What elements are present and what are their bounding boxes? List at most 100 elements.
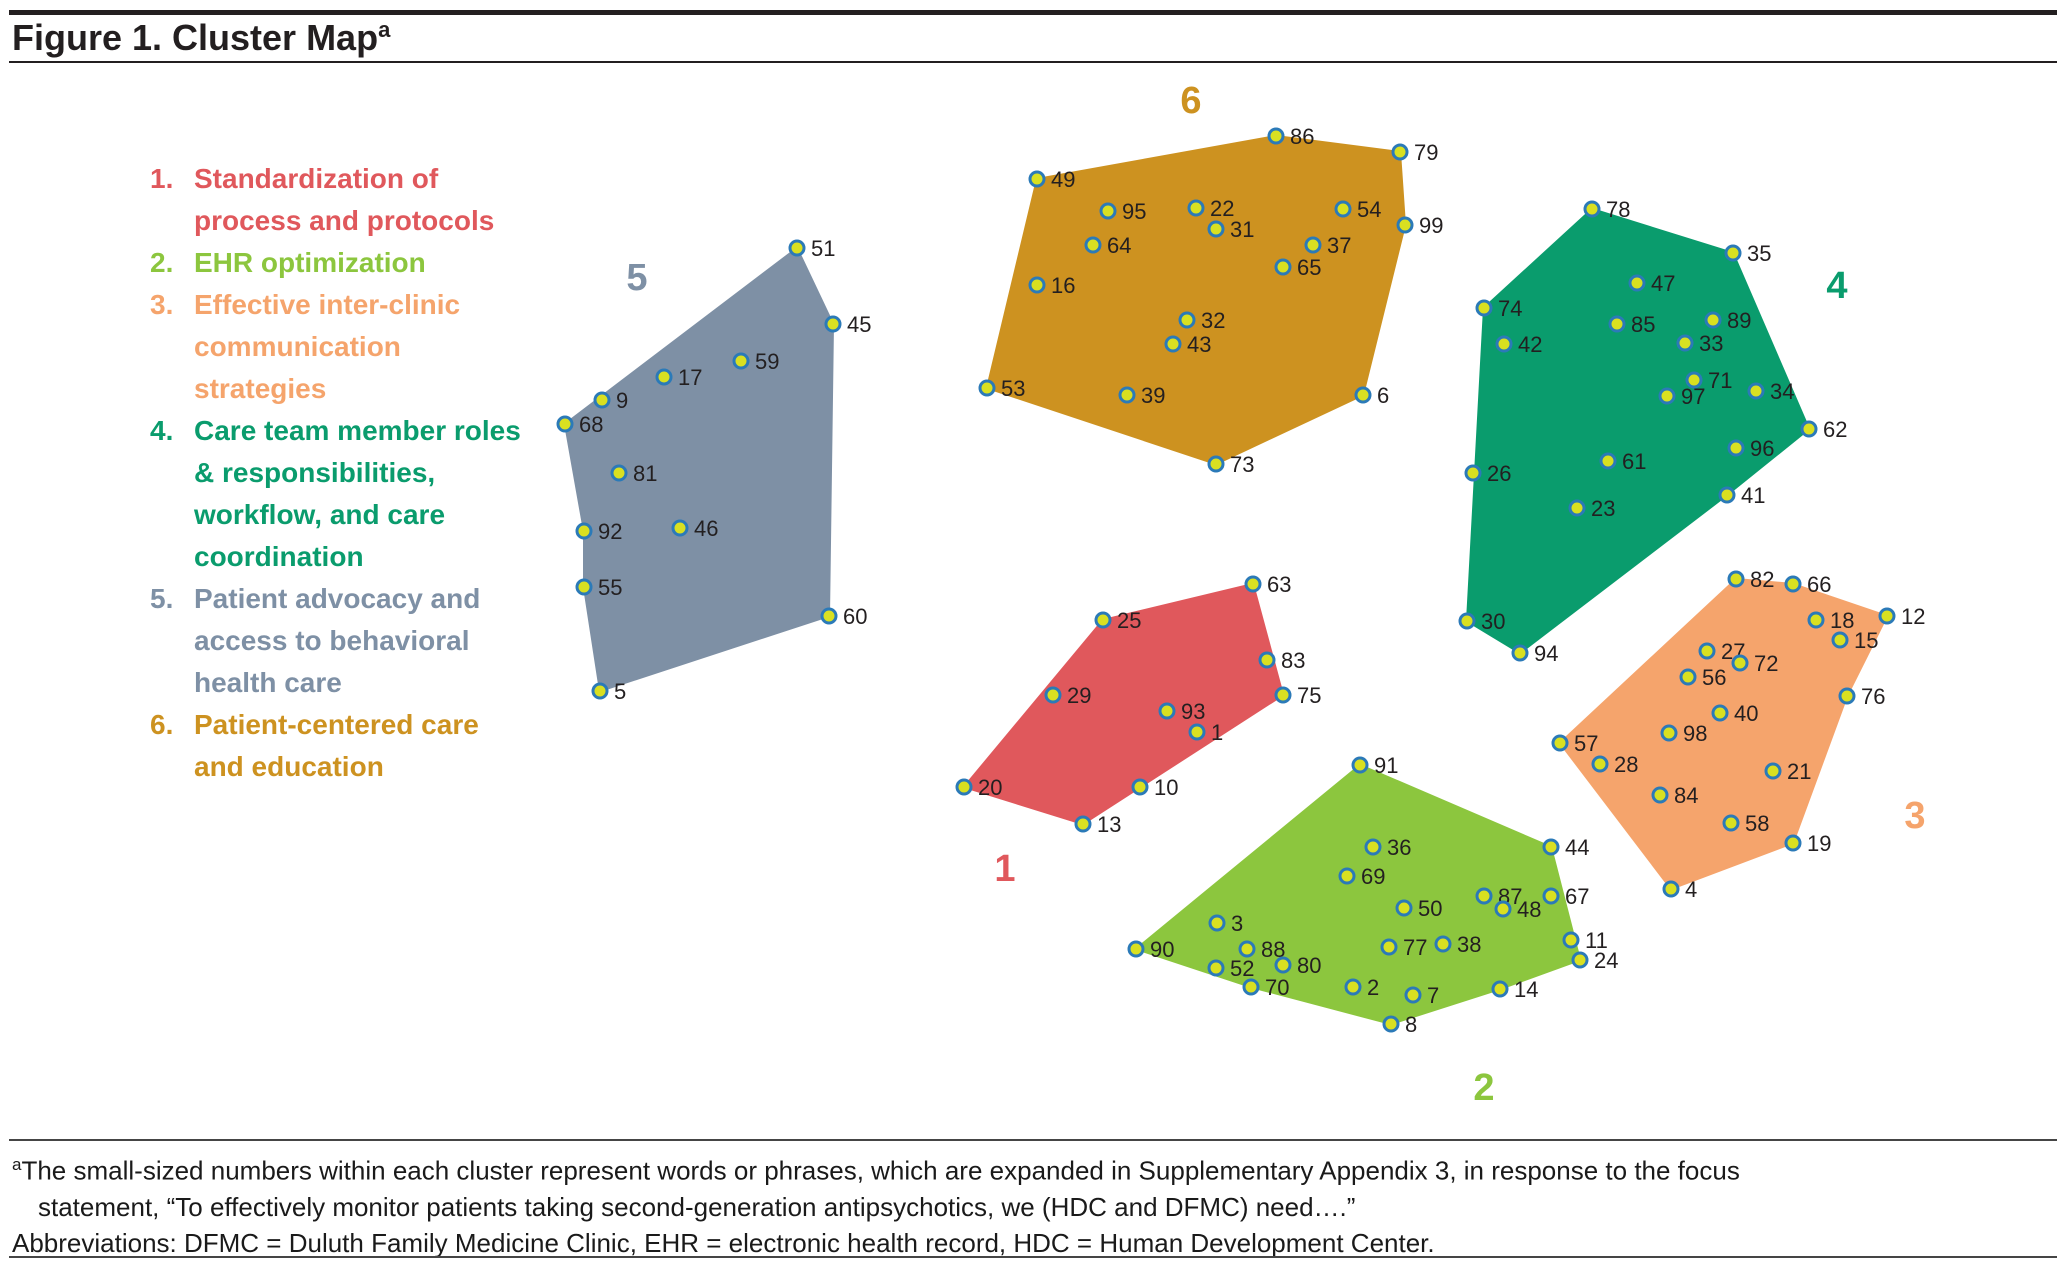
point-60-dot [820, 607, 838, 625]
point-26-label: 26 [1487, 461, 1511, 486]
point-97-label: 97 [1681, 384, 1705, 409]
cluster-4-number-label: 4 [1826, 265, 1847, 307]
point-73-dot [1207, 455, 1225, 473]
point-46-label: 46 [694, 516, 718, 541]
point-24-label: 24 [1594, 948, 1618, 973]
point-4-label: 4 [1685, 877, 1697, 902]
point-28-label: 28 [1614, 752, 1638, 777]
point-77-label: 77 [1403, 935, 1427, 960]
point-48-label: 48 [1517, 897, 1541, 922]
point-56-dot [1679, 668, 1697, 686]
cluster-1-region [962, 582, 1285, 826]
point-61-label: 61 [1622, 449, 1646, 474]
footnote-line2: statement, “To effectively monitor patie… [38, 1191, 1356, 1222]
point-47-label: 47 [1651, 271, 1675, 296]
point-92-label: 92 [598, 519, 622, 544]
point-48-dot [1494, 900, 1512, 918]
point-92-dot [575, 522, 593, 540]
point-6-label: 6 [1377, 383, 1389, 408]
point-3-dot [1208, 914, 1226, 932]
point-55-dot [575, 578, 593, 596]
point-69-dot [1338, 867, 1356, 885]
point-30-label: 30 [1481, 609, 1505, 634]
point-19-label: 19 [1807, 831, 1831, 856]
point-91-dot [1351, 756, 1369, 774]
point-52-dot [1207, 959, 1225, 977]
point-13-label: 13 [1097, 812, 1121, 837]
point-72-dot [1731, 654, 1749, 672]
point-67-dot [1542, 887, 1560, 905]
point-74-label: 74 [1498, 296, 1522, 321]
cluster-3-region [1558, 577, 1889, 891]
point-29-dot [1044, 686, 1062, 704]
point-10-label: 10 [1154, 775, 1178, 800]
legend-item-5: 5. Patient advocacy and access to behavior… [150, 578, 580, 704]
point-9-dot [593, 391, 611, 409]
point-14-dot [1491, 980, 1509, 998]
point-23-dot [1568, 499, 1586, 517]
point-61-dot [1599, 452, 1617, 470]
point-59-dot [732, 352, 750, 370]
legend-item-label: EHR optimization [194, 247, 426, 278]
point-42-label: 42 [1518, 332, 1542, 357]
legend-item-label: Patient-centered care and education [194, 709, 479, 782]
cluster-3-number-label: 3 [1904, 795, 1925, 837]
cluster-2-region [1133, 763, 1582, 1026]
point-51-label: 51 [811, 236, 835, 261]
point-66-label: 66 [1807, 572, 1831, 597]
point-62-dot [1800, 420, 1818, 438]
point-62-label: 62 [1823, 417, 1847, 442]
point-83-dot [1258, 651, 1276, 669]
point-7-dot [1404, 986, 1422, 1004]
point-73-label: 73 [1230, 452, 1254, 477]
point-88-dot [1238, 940, 1256, 958]
point-19-dot [1784, 834, 1802, 852]
legend-item-number: 6. [150, 709, 174, 740]
point-85-dot [1608, 315, 1626, 333]
point-70-label: 70 [1265, 975, 1289, 1000]
point-34-label: 34 [1770, 379, 1794, 404]
point-68-dot [556, 415, 574, 433]
legend-item-label: Care team member roles & responsibilities… [194, 415, 521, 572]
point-57-dot [1551, 734, 1569, 752]
point-17-label: 17 [678, 365, 702, 390]
point-33-label: 33 [1699, 331, 1723, 356]
point-26-dot [1464, 464, 1482, 482]
point-86-label: 86 [1290, 124, 1314, 149]
bottom-rule [9, 1256, 2057, 1258]
point-30-dot [1458, 612, 1476, 630]
point-29-label: 29 [1067, 683, 1091, 708]
point-1-dot [1188, 723, 1206, 741]
point-11-label: 11 [1585, 928, 1608, 953]
point-37-label: 37 [1327, 233, 1351, 258]
point-59-label: 59 [755, 349, 779, 374]
point-79-dot [1391, 143, 1409, 161]
point-86-dot [1267, 127, 1285, 145]
point-49-dot [1028, 170, 1046, 188]
point-15-label: 15 [1854, 628, 1878, 653]
point-64-dot [1084, 236, 1102, 254]
cluster-4-region [1465, 207, 1811, 655]
point-99-label: 99 [1419, 213, 1443, 238]
point-22-label: 22 [1210, 196, 1234, 221]
figure-title-superscript: a [378, 17, 391, 42]
point-23-label: 23 [1591, 496, 1615, 521]
point-39-label: 39 [1141, 383, 1165, 408]
point-80-label: 80 [1297, 953, 1321, 978]
point-60-label: 60 [843, 604, 867, 629]
legend-item-number: 1. [150, 163, 174, 194]
point-75-dot [1274, 686, 1292, 704]
point-50-label: 50 [1418, 896, 1442, 921]
point-94-dot [1511, 644, 1529, 662]
point-20-label: 20 [978, 775, 1002, 800]
cluster-5-number-label: 5 [626, 257, 647, 299]
point-5-dot [591, 682, 609, 700]
top-rule [9, 10, 2057, 15]
point-3-label: 3 [1231, 911, 1243, 936]
point-78-label: 78 [1606, 197, 1630, 222]
point-12-dot [1878, 607, 1896, 625]
point-97-dot [1658, 387, 1676, 405]
legend-item-number: 2. [150, 247, 174, 278]
